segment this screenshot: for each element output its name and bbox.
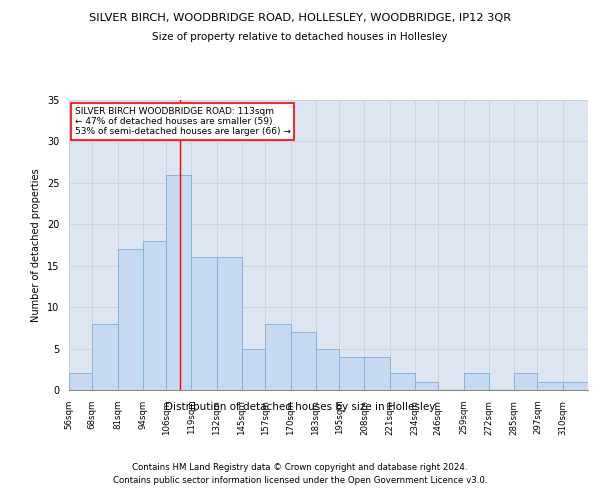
Bar xyxy=(242,348,265,390)
Bar xyxy=(514,374,538,390)
Bar xyxy=(339,357,364,390)
Bar xyxy=(464,374,489,390)
Bar xyxy=(265,324,290,390)
Text: Contains HM Land Registry data © Crown copyright and database right 2024.: Contains HM Land Registry data © Crown c… xyxy=(132,462,468,471)
Bar xyxy=(92,324,118,390)
Bar xyxy=(69,374,92,390)
Bar xyxy=(143,241,166,390)
Bar xyxy=(563,382,588,390)
Bar xyxy=(538,382,563,390)
Bar xyxy=(364,357,390,390)
Text: SILVER BIRCH, WOODBRIDGE ROAD, HOLLESLEY, WOODBRIDGE, IP12 3QR: SILVER BIRCH, WOODBRIDGE ROAD, HOLLESLEY… xyxy=(89,12,511,22)
Text: Size of property relative to detached houses in Hollesley: Size of property relative to detached ho… xyxy=(152,32,448,42)
Bar xyxy=(166,174,191,390)
Text: Contains public sector information licensed under the Open Government Licence v3: Contains public sector information licen… xyxy=(113,476,487,485)
Text: Distribution of detached houses by size in Hollesley: Distribution of detached houses by size … xyxy=(165,402,435,412)
Bar xyxy=(217,258,242,390)
Bar xyxy=(390,374,415,390)
Bar xyxy=(316,348,339,390)
Bar xyxy=(191,258,217,390)
Text: SILVER BIRCH WOODBRIDGE ROAD: 113sqm
← 47% of detached houses are smaller (59)
5: SILVER BIRCH WOODBRIDGE ROAD: 113sqm ← 4… xyxy=(75,106,291,136)
Bar xyxy=(415,382,439,390)
Y-axis label: Number of detached properties: Number of detached properties xyxy=(31,168,41,322)
Bar xyxy=(118,249,143,390)
Bar xyxy=(290,332,316,390)
